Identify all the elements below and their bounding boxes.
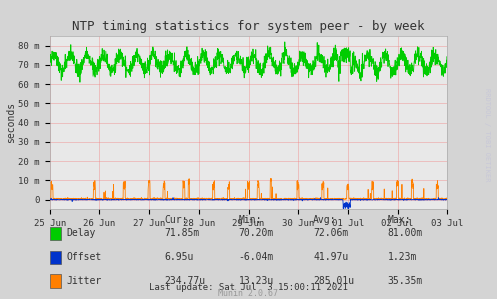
Text: RRDTOOL / TOBI OETIKER: RRDTOOL / TOBI OETIKER — [484, 88, 490, 181]
Text: 13.23u: 13.23u — [239, 276, 274, 286]
Text: 285.01u: 285.01u — [313, 276, 354, 286]
Y-axis label: seconds: seconds — [5, 102, 16, 143]
Text: Last update: Sat Jul  3 15:00:11 2021: Last update: Sat Jul 3 15:00:11 2021 — [149, 283, 348, 292]
Text: 72.06m: 72.06m — [313, 228, 348, 238]
Title: NTP timing statistics for system peer - by week: NTP timing statistics for system peer - … — [72, 20, 425, 33]
Text: Avg:: Avg: — [313, 215, 336, 225]
Text: 6.95u: 6.95u — [164, 252, 193, 262]
Text: 1.23m: 1.23m — [388, 252, 417, 262]
Text: 35.35m: 35.35m — [388, 276, 423, 286]
Bar — [50, 227, 61, 240]
Text: Jitter: Jitter — [66, 276, 101, 286]
Text: -6.04m: -6.04m — [239, 252, 274, 262]
Bar — [50, 274, 61, 288]
Text: Max:: Max: — [388, 215, 411, 225]
Text: Delay: Delay — [66, 228, 95, 238]
Bar — [50, 251, 61, 264]
Text: 71.85m: 71.85m — [164, 228, 199, 238]
Text: 234.77u: 234.77u — [164, 276, 205, 286]
Text: 70.20m: 70.20m — [239, 228, 274, 238]
Text: Min:: Min: — [239, 215, 262, 225]
Text: 81.00m: 81.00m — [388, 228, 423, 238]
Text: 41.97u: 41.97u — [313, 252, 348, 262]
Text: Offset: Offset — [66, 252, 101, 262]
Text: Munin 2.0.67: Munin 2.0.67 — [219, 289, 278, 298]
Text: Cur:: Cur: — [164, 215, 187, 225]
